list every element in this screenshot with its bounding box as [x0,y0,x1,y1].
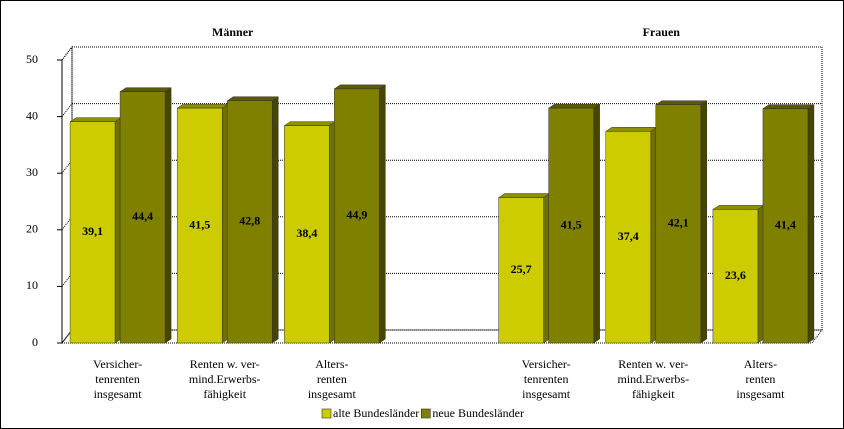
legend-swatch [421,408,431,419]
group-title: Frauen [643,25,681,39]
bar-top [762,104,815,109]
bar-top [547,103,601,109]
bar [762,108,809,344]
x-tick-label: Renten w. ver- [618,357,688,371]
bar-top [712,205,765,210]
x-tick-label: insgesamt [94,387,143,401]
data-label: 23,6 [725,268,746,282]
legend-label: neue Bundesländer [432,406,524,420]
x-tick-label: Alters- [315,357,348,371]
bar [712,209,759,344]
bar [655,104,702,344]
bar [605,131,652,344]
legend-swatch [321,408,332,419]
bar [334,88,380,344]
grid-line [61,216,73,231]
x-tick-label: mind.Erwerbs- [617,372,689,386]
legend-label: alte Bundesländer [333,406,419,420]
bar [226,100,273,344]
grid-line [61,273,73,287]
data-label: 25,7 [511,262,532,276]
y-tick-label: 50 [26,52,38,66]
grid-line [61,159,73,174]
x-tick-label: insgesamt [522,387,571,401]
data-label: 41,5 [189,217,210,231]
bar-top [69,117,122,122]
x-tick-label: Renten w. ver- [190,357,260,371]
data-label: 44,4 [132,209,153,223]
data-label: 42,1 [668,216,689,230]
x-tick-label: Versicher- [522,357,571,371]
y-tick-label: 0 [32,335,38,349]
x-tick-label: mind.Erwerbs- [189,372,261,386]
x-tick-label: fähigkeit [632,387,675,401]
x-tick-label: Alters- [744,357,777,371]
data-label: 41,4 [775,218,796,232]
bar-top [176,103,230,109]
x-tick-label: tenrenten [95,372,140,386]
y-tick-label: 30 [26,165,38,179]
x-tick-label: insgesamt [308,387,357,401]
bar [119,91,166,344]
grid-line [61,46,73,61]
x-tick-label: renten [317,372,347,386]
data-label: 38,4 [296,226,317,240]
y-tick-label: 10 [26,278,38,292]
bar-top [283,121,337,126]
bar-top [604,127,658,132]
grid-line [61,103,73,117]
x-tick-label: fähigkeit [203,387,246,401]
bar-top [497,193,551,198]
bar [284,125,330,344]
group-title: Männer [212,25,254,39]
bar [498,197,544,344]
bar-side [164,87,172,344]
data-label: 39,1 [82,224,103,238]
bar-side [593,103,600,344]
data-label: 44,9 [346,208,367,222]
x-tick-label: insgesamt [736,387,785,401]
bar-top [119,87,172,92]
data-label: 41,5 [561,217,582,231]
data-label: 42,8 [239,214,260,228]
bar-side [271,96,279,344]
bar [69,121,116,344]
bar-top [654,100,708,105]
bar-side [700,100,708,344]
x-tick-label: Versicher- [93,357,142,371]
bar-side [379,84,386,344]
bar-top [333,84,387,90]
bar-top [226,96,280,102]
y-tick-label: 20 [26,222,38,236]
bar [176,107,223,344]
x-tick-label: tenrenten [524,372,569,386]
bar-side [807,104,815,344]
x-tick-label: renten [745,372,775,386]
bar [548,107,594,344]
data-label: 37,4 [618,229,639,243]
y-tick-label: 40 [26,108,38,122]
